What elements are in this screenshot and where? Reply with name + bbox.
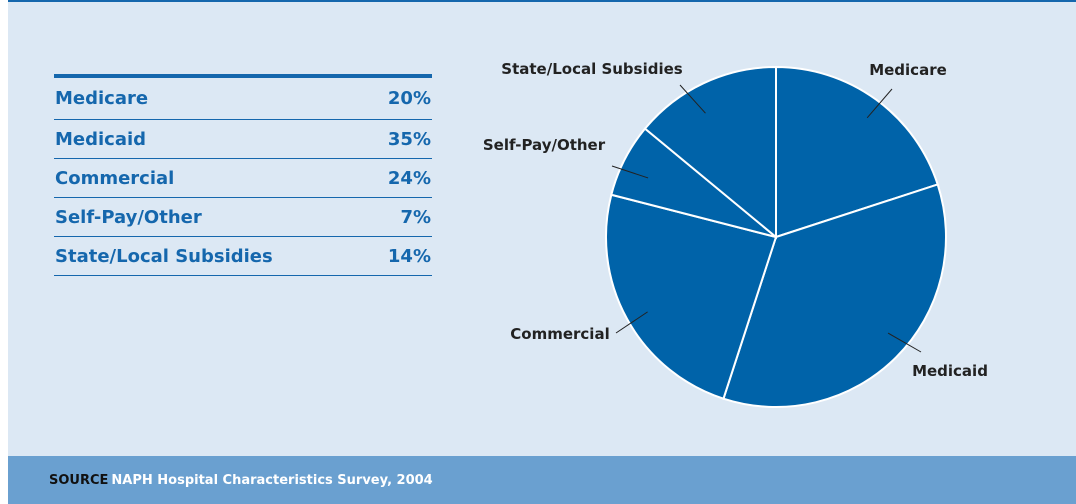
table-row: Commercial 24% (54, 159, 432, 198)
table-row-value: 7% (400, 206, 431, 228)
source-label: SOURCE (49, 472, 109, 488)
table-row-label: Medicaid (55, 128, 147, 150)
source-text: NAPH Hospital Characteristics Survey, 20… (111, 472, 433, 488)
leader-line (615, 311, 648, 334)
leader-line (611, 165, 649, 179)
table-row-value: 20% (387, 88, 431, 109)
table-row-label: Medicare (55, 88, 149, 109)
leader-line (866, 88, 893, 119)
pie-slice-state-local-subsidies (643, 65, 777, 240)
table-row-value: 35% (387, 128, 431, 150)
source-footer: SOURCE NAPH Hospital Characteristics Sur… (8, 456, 1076, 504)
pie-slice-medicare (775, 65, 939, 239)
table-row: Self-Pay/Other 7% (54, 198, 432, 237)
pie-slice-medicaid (722, 183, 948, 409)
data-table: Medicare 20% Medicaid 35% Commercial 24%… (54, 74, 432, 276)
leader-line (887, 332, 922, 353)
table-row: State/Local Subsidies 14% (54, 237, 432, 276)
pie-chart: Medicare Medicaid Commercial Self-Pay/Other… (483, 60, 988, 409)
table-row: Medicaid 35% (54, 120, 432, 159)
table-row-value: 24% (387, 167, 431, 189)
leader-line (679, 84, 706, 114)
slice-label: State/Local Subsidies (501, 60, 683, 78)
slice-label: Commercial (510, 325, 609, 343)
table-row-label: Commercial (55, 167, 175, 189)
table-row: Medicare 20% (54, 78, 432, 120)
slice-label: Medicare (869, 61, 947, 79)
pie-slice-commercial (605, 193, 778, 400)
table-row-label: Self-Pay/Other (55, 206, 202, 228)
slice-label: Self-Pay/Other (483, 136, 606, 154)
table-row-label: State/Local Subsidies (55, 245, 273, 267)
table-row-value: 14% (387, 245, 431, 267)
slice-label: Medicaid (912, 362, 988, 380)
